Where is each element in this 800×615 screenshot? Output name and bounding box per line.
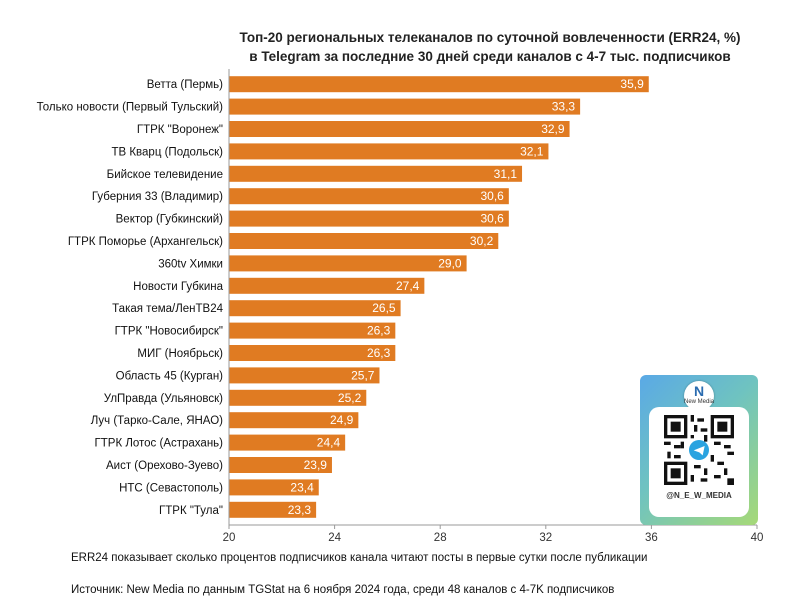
chart-title: Топ-20 региональных телеканалов по суточ… (170, 28, 800, 66)
bar-value-label-4: 32,1 (520, 144, 544, 158)
qr-card[interactable]: N New Media @N_E_W_MEDIA (640, 375, 758, 525)
bar-1 (229, 76, 649, 93)
bar-value-label-1: 35,9 (620, 77, 644, 91)
category-label-9: 360tv Химки (158, 258, 223, 270)
category-label-15: УлПравда (Ульяновск) (104, 393, 223, 405)
category-label-6: Губерния 33 (Владимир) (92, 191, 223, 203)
bar-chart: 35,9 Ветта (Пермь) 33,3 Только новости (Пер… (37, 69, 764, 544)
category-label-12: ГТРК "Новосибирск" (115, 326, 223, 338)
bar-value-label-14: 25,7 (351, 368, 375, 382)
bar-6 (229, 188, 509, 205)
category-label-13: МИГ (Ноябрьск) (137, 348, 223, 360)
bar-18 (229, 457, 332, 473)
bar-4 (229, 143, 549, 160)
qr-panel: @N_E_W_MEDIA (649, 407, 749, 517)
x-tick-label-32: 32 (539, 532, 552, 544)
category-label-19: НТС (Севастополь) (119, 482, 223, 494)
bar-12 (229, 322, 396, 339)
bar-value-label-20: 23,3 (288, 503, 312, 517)
bar-value-label-8: 30,2 (470, 234, 494, 248)
x-tick-label-36: 36 (645, 532, 658, 544)
bar-value-label-9: 29,0 (438, 256, 462, 270)
bar-11 (229, 300, 401, 317)
category-label-14: Область 45 (Курган) (116, 370, 224, 382)
qr-code[interactable] (664, 415, 734, 485)
category-label-16: Луч (Тарко-Сале, ЯНАО) (91, 415, 223, 427)
logo-letter: N (693, 383, 705, 399)
category-label-17: ГТРК Лотос (Астрахань) (95, 438, 224, 450)
category-label-7: Вектор (Губкинский) (116, 214, 224, 226)
bar-value-label-3: 32,9 (541, 122, 565, 136)
category-label-5: Бийское телевидение (107, 169, 223, 181)
category-label-18: Аист (Орехово-Зуево) (106, 460, 223, 472)
bar-value-label-11: 26,5 (372, 301, 396, 315)
bar-19 (229, 479, 319, 496)
bar-value-label-17: 24,4 (317, 436, 341, 450)
chart-title-line-1: Топ-20 региональных телеканалов по суточ… (239, 30, 741, 45)
bar-value-label-19: 23,4 (290, 480, 314, 494)
category-label-11: Такая тема/ЛенТВ24 (112, 303, 223, 315)
bar-7 (229, 210, 509, 227)
bar-2 (229, 98, 581, 115)
category-label-3: ГТРК "Воронеж" (137, 124, 223, 136)
bar-14 (229, 367, 380, 384)
bar-9 (229, 255, 467, 272)
bar-value-label-15: 25,2 (338, 391, 362, 405)
bar-15 (229, 389, 367, 406)
chart-source: Источник: New Media по данным TGStat на … (71, 584, 615, 596)
chart-note: ERR24 показывает сколько процентов подпи… (71, 552, 648, 564)
category-label-20: ГТРК "Тула" (159, 505, 223, 517)
bar-value-label-12: 26,3 (367, 324, 391, 338)
x-tick-label-20: 20 (223, 532, 236, 544)
bar-3 (229, 121, 570, 137)
bar-20 (229, 501, 317, 518)
category-label-2: Только новости (Первый Тульский) (37, 102, 224, 114)
new-media-logo: N New Media (684, 381, 714, 411)
category-label-1: Ветта (Пермь) (147, 79, 223, 91)
bar-8 (229, 233, 499, 249)
qr-handle: @N_E_W_MEDIA (666, 491, 732, 500)
logo-text: New Media (684, 399, 715, 405)
bar-value-label-10: 27,4 (396, 279, 420, 293)
bar-value-label-5: 31,1 (494, 167, 518, 181)
bar-value-label-6: 30,6 (480, 189, 504, 203)
category-label-8: ГТРК Поморье (Архангельск) (68, 236, 223, 248)
bar-17 (229, 434, 346, 451)
bar-value-label-16: 24,9 (330, 413, 354, 427)
bar-13 (229, 345, 396, 361)
bar-16 (229, 412, 359, 429)
bar-value-label-2: 33,3 (552, 100, 576, 114)
category-label-4: ТВ Кварц (Подольск) (111, 146, 223, 158)
chart-title-line-2: в Telegram за последние 30 дней среди ка… (249, 49, 731, 64)
bar-5 (229, 165, 523, 182)
category-label-10: Новости Губкина (133, 281, 223, 293)
x-tick-label-24: 24 (328, 532, 341, 544)
bar-10 (229, 277, 425, 294)
x-tick-label-40: 40 (751, 532, 764, 544)
x-tick-label-28: 28 (434, 532, 447, 544)
bar-value-label-7: 30,6 (480, 212, 504, 226)
bar-value-label-13: 26,3 (367, 346, 391, 360)
bar-value-label-18: 23,9 (304, 458, 328, 472)
